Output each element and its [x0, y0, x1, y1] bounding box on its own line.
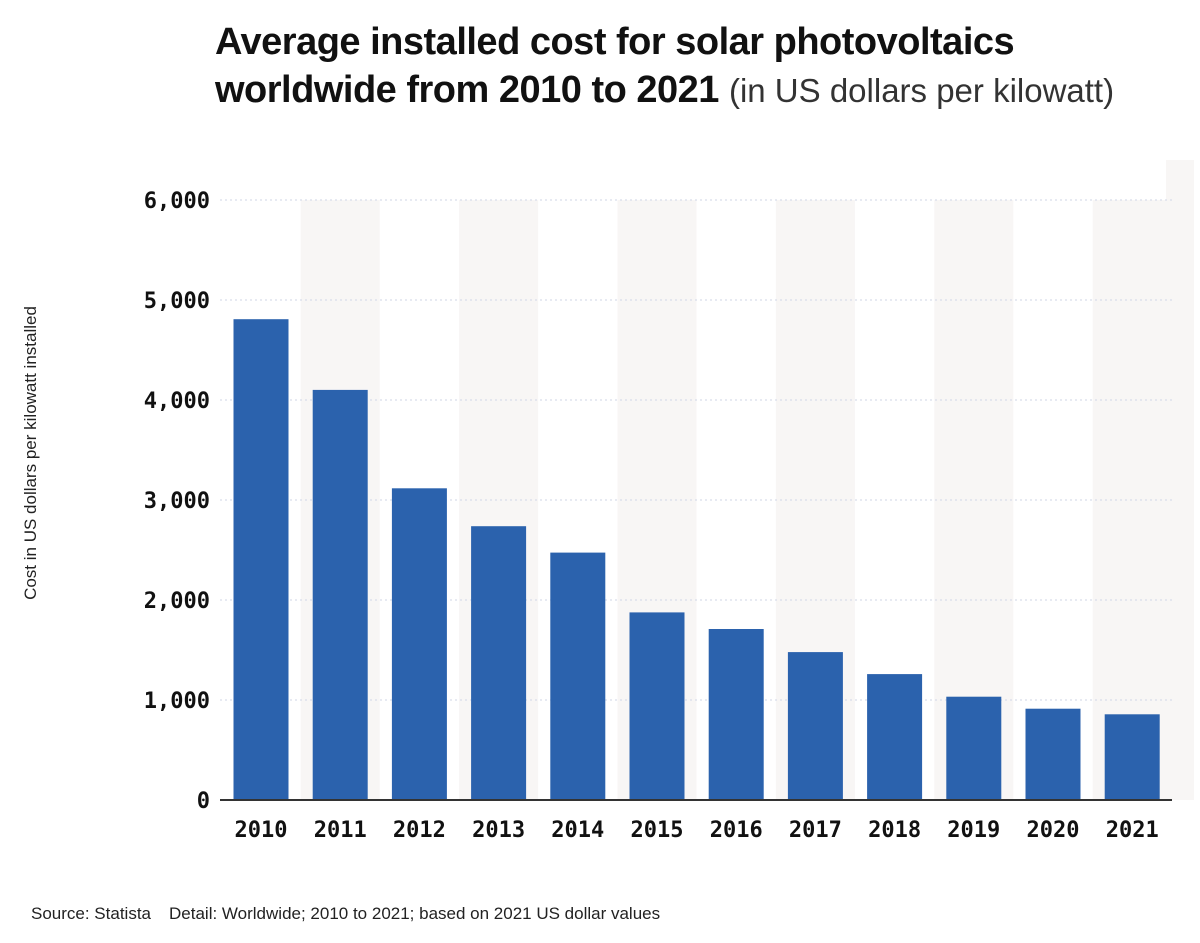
- bar-2016: [708, 629, 764, 800]
- y-tick-label: 5,000: [144, 289, 210, 314]
- gridlines: [220, 199, 1172, 701]
- y-tick-label: 2,000: [144, 589, 210, 614]
- x-tick-label: 2017: [789, 818, 842, 843]
- y-tick-label: 6,000: [144, 189, 210, 214]
- x-tick-label: 2021: [1106, 818, 1159, 843]
- source-text: Source: Statista: [31, 904, 152, 923]
- column-band: [1092, 200, 1172, 800]
- bar-2010: [233, 319, 289, 800]
- bar-2014: [550, 552, 606, 800]
- bar-2012: [391, 488, 447, 800]
- y-tick-label: 0: [197, 789, 210, 814]
- bar-2011: [312, 389, 368, 800]
- x-tick-label: 2011: [314, 818, 367, 843]
- bar-2013: [471, 526, 527, 800]
- x-tick-label: 2014: [551, 818, 604, 843]
- bar-2015: [629, 612, 685, 800]
- detail-text: Detail: Worldwide; 2010 to 2021; based o…: [169, 904, 661, 923]
- bars: [233, 319, 1160, 800]
- x-tick-label: 2019: [947, 818, 1000, 843]
- chart-title-text: Average installed cost for solar photovo…: [215, 21, 1015, 111]
- x-tick-label: 2015: [631, 818, 684, 843]
- chart-title: Average installed cost for solar photovo…: [215, 18, 1190, 115]
- y-tick-label: 3,000: [144, 489, 210, 514]
- x-tick-label: 2016: [710, 818, 763, 843]
- x-axis-ticks: 2010 2011 2012 2013 2014 2015 2016 2017 2018 2019…: [235, 818, 1159, 843]
- source-footer: Source: Statista Detail: Worldwide; 2010 …: [31, 904, 660, 924]
- bar-2018: [867, 674, 923, 800]
- column-band: [1166, 160, 1194, 800]
- x-tick-label: 2012: [393, 818, 446, 843]
- chart-title-unit: (in US dollars per kilowatt): [728, 72, 1115, 109]
- y-tick-label: 4,000: [144, 389, 210, 414]
- bar-2019: [946, 696, 1002, 800]
- x-tick-label: 2018: [868, 818, 921, 843]
- bar-2017: [787, 652, 843, 800]
- bar-2021: [1104, 714, 1160, 800]
- x-tick-label: 2010: [235, 818, 288, 843]
- x-tick-label: 2020: [1027, 818, 1080, 843]
- y-tick-label: 1,000: [144, 689, 210, 714]
- bar-2020: [1025, 708, 1081, 800]
- x-tick-label: 2013: [472, 818, 525, 843]
- y-axis-ticks: 0 1,000 2,000 3,000 4,000 5,000 6,000: [144, 189, 210, 814]
